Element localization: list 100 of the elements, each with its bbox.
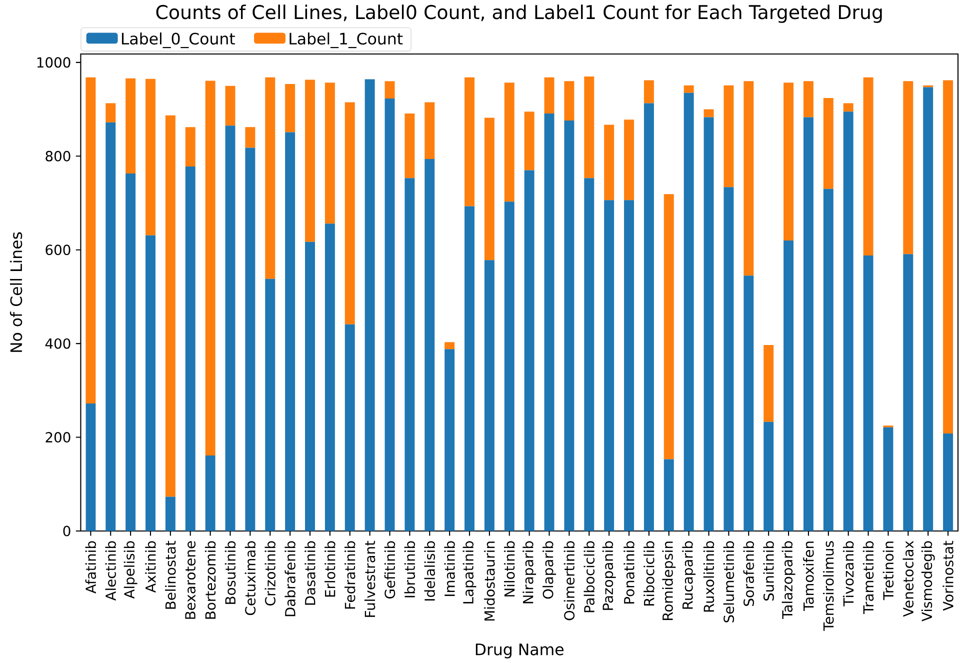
- x-tick-label: Romidepsin: [662, 542, 676, 620]
- x-tick-label: Cetuximab: [244, 541, 256, 616]
- bar: [564, 120, 574, 531]
- bar: [724, 187, 734, 531]
- y-tick-label: 0: [63, 526, 70, 536]
- bar: [404, 178, 415, 531]
- bar: [106, 103, 116, 122]
- bar: [384, 81, 395, 99]
- bar: [544, 114, 554, 531]
- bar: [883, 427, 894, 531]
- bar: [464, 77, 474, 206]
- bar: [903, 254, 914, 531]
- bar: [205, 456, 216, 531]
- bar: [146, 78, 156, 236]
- bar: [265, 77, 276, 279]
- bar: [644, 80, 654, 104]
- bar: [724, 85, 734, 188]
- bar: [444, 342, 455, 350]
- bar: [464, 206, 474, 531]
- x-tick-label: Nilotinib: [504, 541, 515, 596]
- bar: [764, 344, 774, 422]
- x-tick-label: Belinostat: [165, 540, 176, 609]
- x-axis-title: Drug Name: [476, 644, 564, 658]
- bar: [484, 118, 494, 260]
- bar: [524, 112, 534, 170]
- x-tick-label: Trametinib: [862, 541, 874, 614]
- bar: [344, 324, 355, 531]
- bar: [943, 80, 954, 434]
- bar: [784, 82, 794, 240]
- x-tick-label: Fulvestrant: [364, 540, 376, 617]
- x-tick-label: Osimertinib: [564, 541, 575, 620]
- bar: [364, 79, 375, 531]
- x-tick-label: Ibrutinib: [404, 541, 416, 598]
- x-tick-label: Idelalisib: [424, 541, 435, 600]
- chart-title: Counts of Cell Lines, Label0 Count, and Label1 Count for Each Targeted Drug: [156, 4, 882, 23]
- x-tick-label: Ruxolitinib: [703, 541, 714, 612]
- bar: [584, 76, 594, 178]
- bar: [106, 122, 116, 531]
- bar: [305, 80, 315, 242]
- x-tick-label: Axitinib: [145, 541, 156, 593]
- x-tick-label: Niraparib: [522, 541, 536, 604]
- bar: [225, 86, 236, 126]
- x-tick-label: Alpelisib: [124, 541, 138, 599]
- x-tick-label: Tretinoin: [882, 542, 894, 600]
- bar: [245, 148, 256, 531]
- bar: [424, 102, 435, 159]
- x-tick-label: Dabrafenib: [284, 541, 296, 616]
- x-tick-label: Crizotinib: [264, 541, 276, 606]
- bar: [744, 276, 754, 531]
- legend-label: Label_0_Count: [122, 32, 235, 48]
- x-tick-label: Sunitinib: [763, 541, 774, 601]
- bar: [704, 117, 714, 531]
- bar: [504, 82, 514, 202]
- x-tick-label: Olaparib: [542, 541, 556, 599]
- bar: [823, 188, 834, 531]
- x-tick-label: Fedratinib: [344, 541, 356, 609]
- bar: [344, 102, 355, 324]
- bar: [185, 166, 196, 531]
- x-tick-label: Talazoparib: [782, 541, 796, 619]
- x-tick-label: Selumetinib: [723, 541, 734, 622]
- x-tick-label: Venetoclax: [902, 540, 914, 617]
- bar: [185, 127, 196, 166]
- bar: [823, 98, 834, 189]
- x-tick-label: Sorafenib: [743, 541, 754, 606]
- x-tick-label: Rucaparib: [682, 541, 696, 609]
- x-tick-label: Tivozanib: [842, 541, 854, 606]
- legend-label: Label_1_Count: [290, 32, 403, 48]
- bar: [265, 278, 276, 531]
- bar: [664, 194, 674, 460]
- bar: [604, 124, 614, 200]
- bar: [803, 117, 814, 531]
- bar: [285, 84, 296, 132]
- y-tick-label: 600: [46, 244, 70, 256]
- bar: [205, 80, 216, 456]
- bar: [624, 120, 634, 200]
- y-tick-label: 400: [45, 338, 70, 349]
- bar: [285, 132, 296, 531]
- bar: [444, 349, 455, 531]
- bar: [684, 85, 694, 93]
- x-tick-label: Ribociclib: [644, 541, 654, 606]
- x-tick-label: Gefitinib: [384, 541, 396, 598]
- bar: [146, 235, 156, 531]
- x-tick-label: Vismodegib: [921, 541, 935, 622]
- bar: [86, 404, 96, 531]
- bar: [225, 126, 236, 531]
- x-tick-label: Temsirolimus: [823, 541, 834, 631]
- y-axis-title: No of Cell Lines: [10, 232, 22, 352]
- bar: [704, 109, 714, 118]
- x-tick-label: Dasatinib: [304, 541, 316, 605]
- x-tick-label: Tamoxifen: [803, 542, 814, 612]
- x-tick-label: Bexarotene: [185, 541, 196, 619]
- x-tick-label: Pazopanib: [602, 541, 616, 610]
- x-tick-label: Afatinib: [85, 541, 96, 594]
- bar: [843, 103, 854, 112]
- bar: [484, 260, 494, 531]
- x-tick-label: Bosutinib: [224, 541, 236, 604]
- x-tick-label: Imatinib: [444, 541, 455, 596]
- bar: [803, 81, 814, 118]
- bar: [245, 127, 256, 148]
- bar: [903, 81, 914, 254]
